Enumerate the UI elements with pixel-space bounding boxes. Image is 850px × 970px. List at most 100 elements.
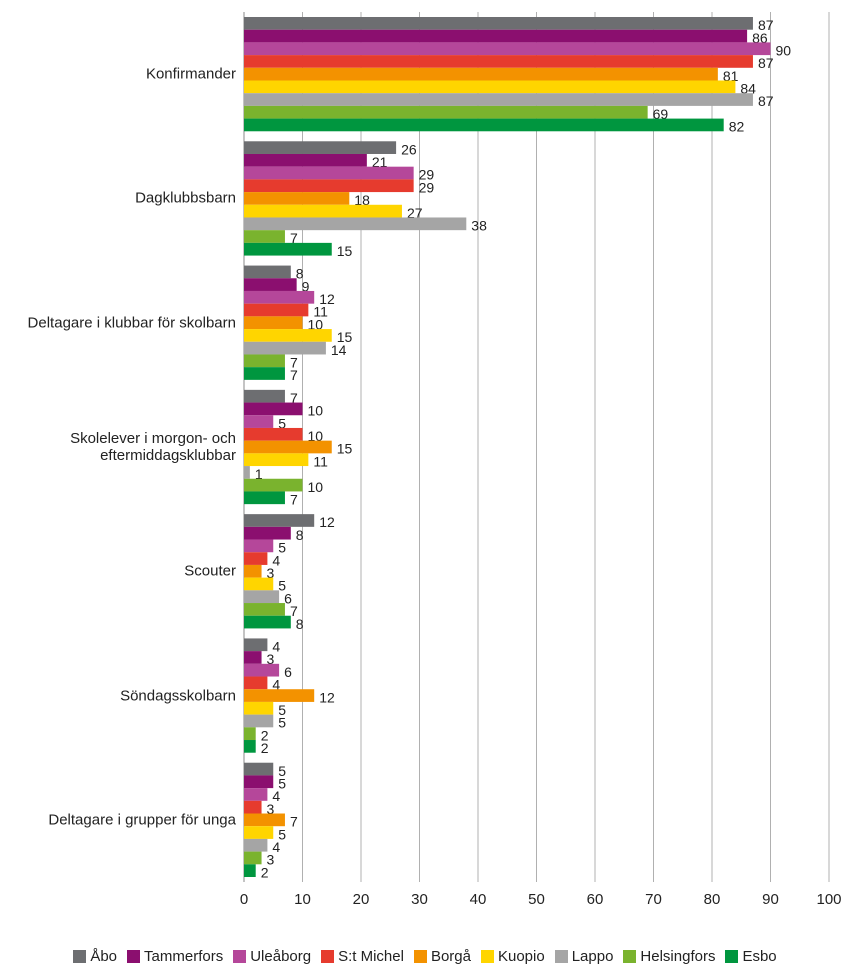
value-label: 7 xyxy=(290,390,298,406)
bar xyxy=(244,676,268,690)
bar xyxy=(244,526,291,540)
bar xyxy=(244,242,332,256)
bar xyxy=(244,329,332,342)
bar xyxy=(244,341,326,355)
legend-swatch xyxy=(554,950,568,963)
bar xyxy=(244,354,285,368)
value-label: 7 xyxy=(290,814,298,830)
value-label: 15 xyxy=(337,243,353,259)
value-label: 12 xyxy=(319,291,335,307)
value-label: 3 xyxy=(267,852,275,868)
bar xyxy=(244,402,303,416)
x-tick-label: 40 xyxy=(470,891,487,908)
bar xyxy=(244,826,274,839)
value-label: 5 xyxy=(278,826,286,842)
bar xyxy=(244,740,256,753)
legend-swatch xyxy=(73,950,87,963)
legend-item: Åbo xyxy=(73,948,117,965)
value-label: 15 xyxy=(337,329,353,345)
value-label: 4 xyxy=(272,677,280,693)
legend-swatch xyxy=(233,950,247,963)
bar xyxy=(244,17,753,30)
bar xyxy=(244,303,309,317)
legend-label: Kuopio xyxy=(497,948,545,965)
legend-label: Esbo xyxy=(742,948,777,965)
bar xyxy=(244,663,280,677)
value-label: 69 xyxy=(653,106,669,122)
value-label: 8 xyxy=(296,266,304,282)
value-label: 9 xyxy=(302,278,310,294)
bar xyxy=(244,864,256,877)
value-label: 38 xyxy=(471,218,487,234)
value-label: 26 xyxy=(401,141,417,157)
bar xyxy=(244,217,467,231)
value-label: 7 xyxy=(290,230,298,246)
value-label: 10 xyxy=(308,403,324,419)
value-label: 3 xyxy=(267,651,275,667)
legend-swatch xyxy=(413,950,427,963)
bar xyxy=(244,788,268,801)
legend-label: Helsingfors xyxy=(640,948,716,965)
bar xyxy=(244,552,268,565)
legend-label: Lappo xyxy=(571,948,614,965)
bar xyxy=(244,813,285,827)
legend-item: Tammerfors xyxy=(127,948,223,965)
legend-label: Uleåborg xyxy=(250,948,312,965)
legend-label: Tammerfors xyxy=(144,948,224,965)
legend-item: Uleåborg xyxy=(233,948,311,965)
x-tick-label: 30 xyxy=(411,891,428,908)
bar xyxy=(244,179,414,193)
bar xyxy=(244,466,250,479)
value-label: 5 xyxy=(278,540,286,556)
category-label: Scouter xyxy=(184,562,236,580)
bar xyxy=(244,564,262,578)
bar xyxy=(244,141,397,154)
bar xyxy=(244,290,315,304)
category-label: Söndagsskolbarn xyxy=(120,687,236,705)
legend-swatch xyxy=(623,950,637,963)
value-label: 29 xyxy=(419,179,435,195)
bar xyxy=(244,453,309,467)
value-label: 12 xyxy=(319,689,335,705)
bar xyxy=(244,440,332,454)
bar xyxy=(244,93,753,106)
bar xyxy=(244,727,256,741)
value-label: 5 xyxy=(278,702,286,718)
x-tick-label: 50 xyxy=(528,891,545,908)
category-label: Konfirmander xyxy=(145,65,236,83)
value-label: 87 xyxy=(758,55,774,71)
x-tick-label: 10 xyxy=(294,891,311,908)
bar xyxy=(244,367,285,380)
value-label: 86 xyxy=(752,30,768,46)
value-label: 87 xyxy=(758,93,774,109)
bar xyxy=(244,714,274,728)
x-tick-label: 0 xyxy=(240,891,248,908)
legend-item: Kuopio xyxy=(480,948,545,965)
value-label: 10 xyxy=(308,428,324,444)
value-label: 90 xyxy=(776,42,792,58)
value-label: 84 xyxy=(740,81,756,97)
value-label: 6 xyxy=(284,590,292,606)
bar xyxy=(244,230,285,243)
bar xyxy=(244,55,753,68)
bar xyxy=(244,204,402,218)
value-label: 5 xyxy=(278,578,286,594)
value-label: 10 xyxy=(308,316,324,332)
bar xyxy=(244,762,274,776)
value-label: 87 xyxy=(758,17,774,33)
value-label: 81 xyxy=(723,68,739,84)
bar xyxy=(244,166,414,180)
bar xyxy=(244,118,724,132)
value-label: 7 xyxy=(290,355,298,371)
value-label: 12 xyxy=(319,514,335,530)
value-label: 11 xyxy=(313,453,328,469)
x-tick-label: 70 xyxy=(645,891,662,908)
bar xyxy=(244,539,274,553)
bar xyxy=(244,800,262,814)
legend-swatch xyxy=(127,950,141,963)
value-label: 11 xyxy=(313,304,328,320)
bar xyxy=(244,638,268,652)
legend-swatch xyxy=(480,950,494,963)
